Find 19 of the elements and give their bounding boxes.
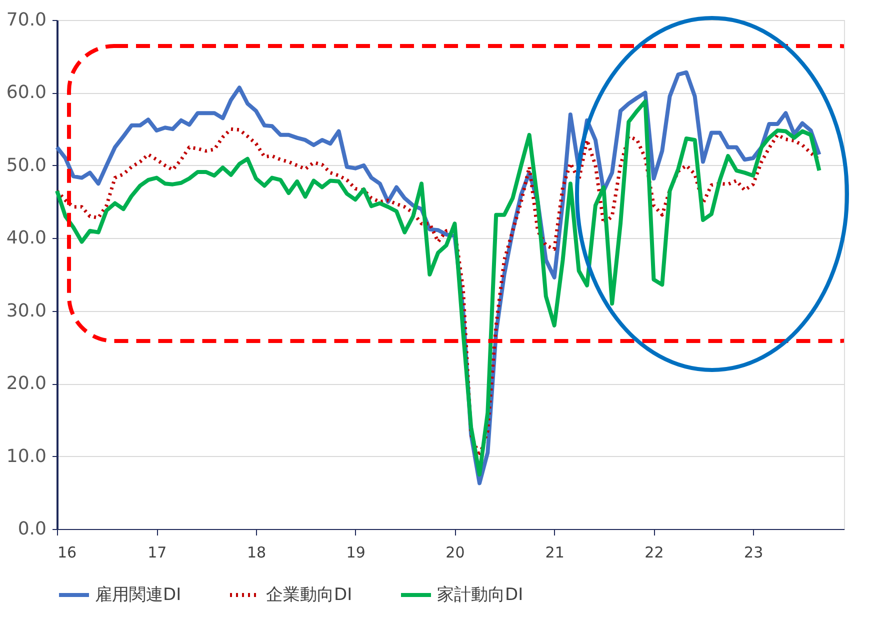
y-tick-label: 10.0 [6, 446, 46, 467]
y-tick-label: 50.0 [6, 154, 46, 176]
legend-label: 雇用関連DI [95, 585, 182, 605]
x-tick-label: 16 [58, 544, 77, 562]
x-tick-label: 20 [446, 544, 465, 562]
y-tick-label: 40.0 [6, 228, 46, 249]
legend-label: 企業動向DI [266, 585, 352, 605]
x-tick-label: 19 [346, 544, 366, 562]
x-tick-label: 21 [545, 544, 564, 562]
x-tick-label: 18 [246, 544, 266, 562]
y-tick-label: 70.0 [6, 10, 46, 30]
x-tick-label: 23 [744, 544, 764, 562]
legend-label: 家計動向DI [437, 585, 524, 605]
x-tick-label: 22 [644, 544, 664, 562]
y-tick-label: 30.0 [6, 300, 46, 322]
y-tick-label: 0.0 [18, 518, 46, 540]
y-tick-label: 60.0 [6, 82, 46, 104]
x-tick-label: 17 [148, 544, 167, 562]
y-tick-label: 20.0 [6, 373, 46, 394]
